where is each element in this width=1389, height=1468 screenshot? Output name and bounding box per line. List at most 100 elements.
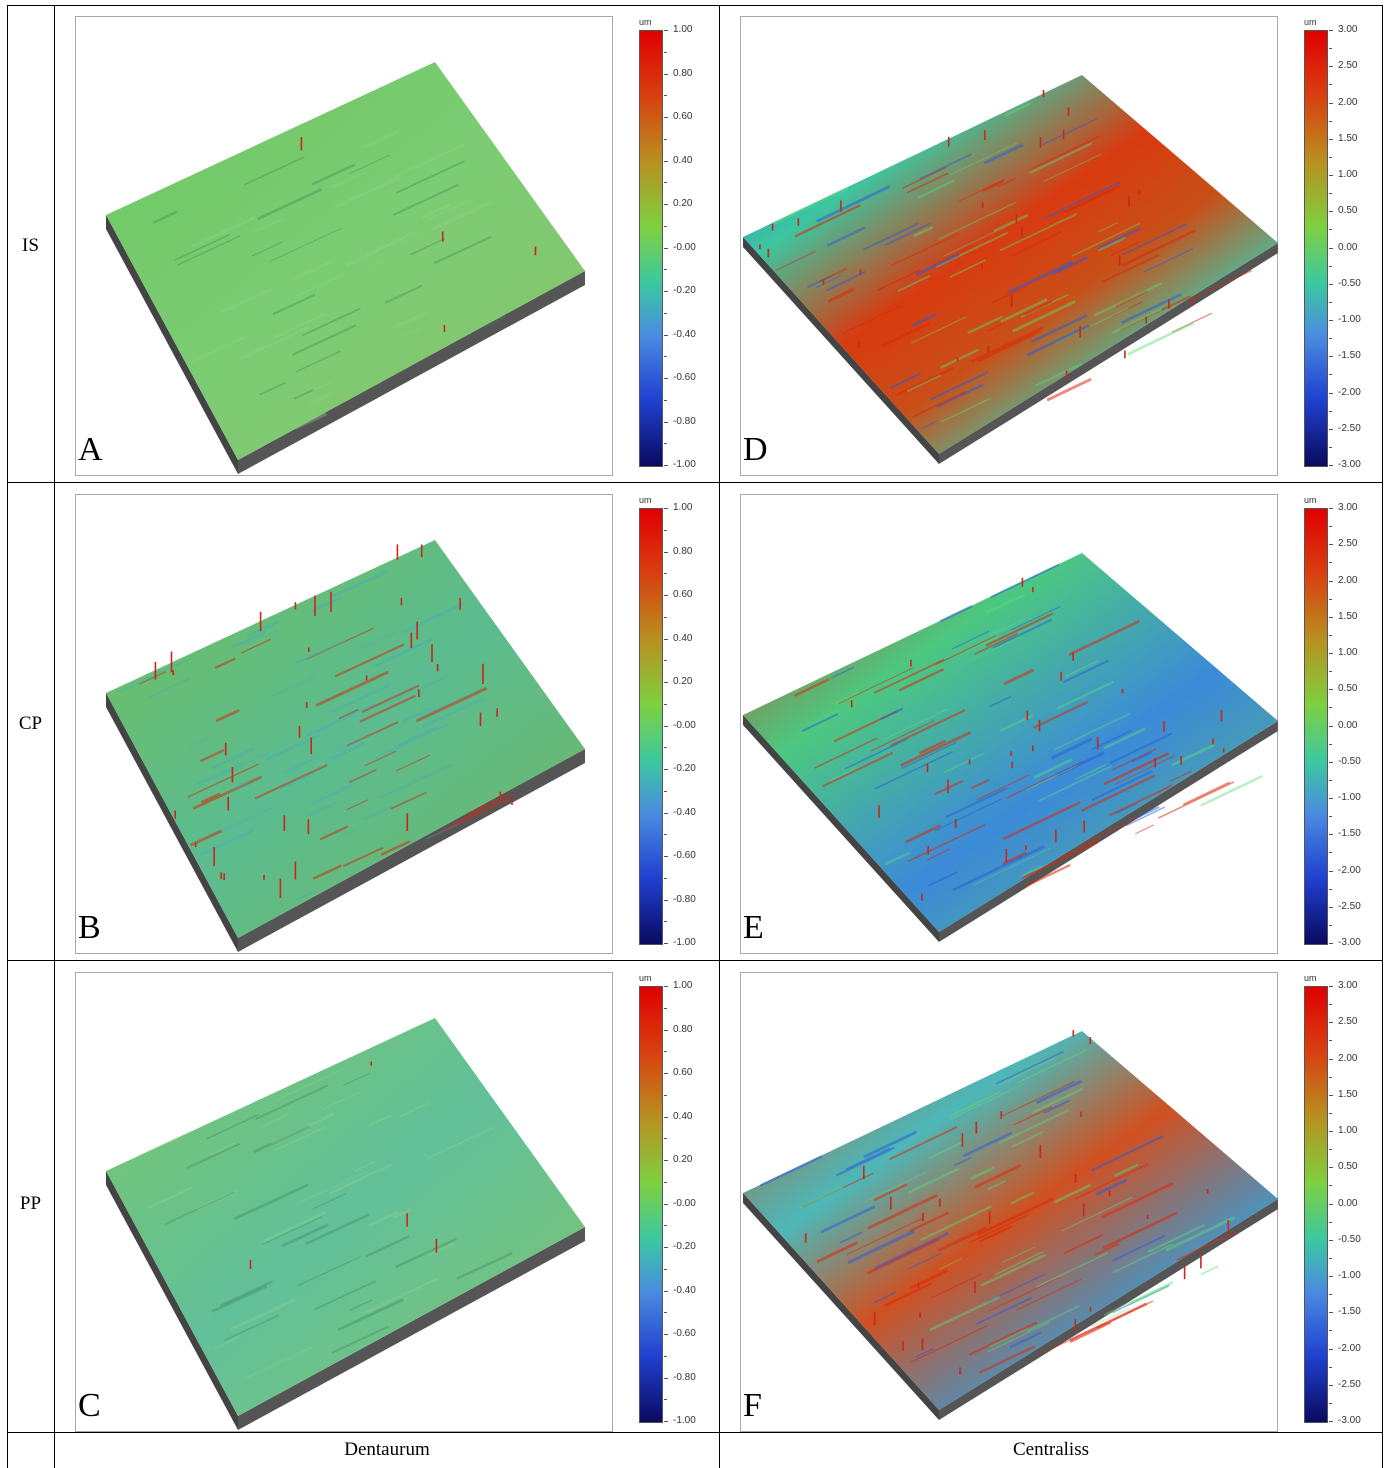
surface-texture-streak [292, 324, 357, 356]
surface-texture-streak [895, 367, 954, 397]
surface-render [106, 62, 585, 474]
surface-texture-streak [1007, 260, 1073, 295]
surface-texture-streak [801, 713, 839, 732]
surface-texture-streak [941, 397, 991, 423]
surface-texture-streak [1033, 135, 1100, 169]
scale-tick-mark [1329, 1421, 1333, 1422]
scale-tick-mark [1329, 1167, 1333, 1169]
surface-texture-streak [346, 721, 399, 747]
scale-tick-label: 0.80 [673, 545, 693, 557]
surface-texture-streak [400, 218, 454, 244]
surface-texture-streak [164, 1191, 235, 1226]
scale-tick-label: -1.00 [1338, 792, 1361, 803]
scale-tick-mark [1329, 616, 1333, 618]
surface-texture-streak [187, 763, 259, 798]
surface-texture-streak [1063, 1233, 1104, 1255]
scale-tick-label: -2.50 [1338, 1378, 1361, 1390]
scale-minor-tick [1329, 707, 1332, 709]
surface-texture-streak [331, 1325, 390, 1354]
surface-texture-streak [348, 769, 377, 784]
surface-texture-streak [1182, 781, 1231, 806]
surface-texture-streak [952, 855, 1023, 892]
surface-texture-streak [1169, 770, 1192, 783]
surface-texture-streak [1113, 1163, 1139, 1178]
panel-letter: F [743, 1387, 762, 1424]
surface-texture-streak [305, 702, 376, 737]
scale-minor-tick [1329, 634, 1332, 636]
scale-minor-tick [664, 312, 667, 314]
scale-minor-tick [1329, 743, 1332, 745]
surface-texture-streak [1143, 248, 1194, 273]
surface-texture-streak [1137, 806, 1160, 818]
surface-texture-streak [1125, 806, 1166, 827]
surface-texture-streak [311, 596, 342, 613]
scale-minor-tick [1329, 779, 1332, 781]
scale-tick-mark [664, 725, 668, 727]
scale-tick-mark [664, 899, 668, 901]
scale-minor-tick [664, 1312, 667, 1314]
scale-tick-mark [664, 508, 668, 509]
row-label-cp: CP [18, 713, 43, 734]
surface-texture-streak [965, 629, 1012, 653]
surface-texture-streak [1116, 802, 1138, 814]
surface-texture-streak [384, 284, 423, 304]
surface-texture-streak [239, 325, 310, 361]
scale-minor-tick [1329, 120, 1332, 122]
surface-texture-streak [906, 172, 949, 194]
scale-minor-tick [664, 834, 667, 836]
surface-texture-streak [1091, 1134, 1165, 1172]
scale-minor-tick [1329, 1112, 1332, 1114]
row-label-is: IS [22, 235, 39, 256]
surface-texture-streak [433, 235, 492, 265]
surface-texture-streak [970, 1166, 996, 1180]
surface-texture-streak [818, 267, 848, 283]
scale-tick-label: 2.00 [1338, 574, 1358, 586]
surface-texture-streak [240, 638, 271, 654]
surface-texture-streak [348, 154, 390, 175]
scale-minor-tick [1329, 1257, 1332, 1259]
surface-texture-streak [1043, 1099, 1070, 1114]
surface-texture-streak [962, 1131, 1013, 1158]
scale-tick-label: -1.00 [673, 937, 696, 948]
scale-minor-tick [664, 138, 667, 140]
surface-texture-streak [152, 210, 178, 224]
scale-minor-tick [1329, 1294, 1332, 1296]
surface-texture-streak [847, 1229, 915, 1265]
col-divider-1 [54, 5, 55, 1468]
surface-texture-streak [945, 786, 1008, 819]
surface-texture-streak [422, 697, 484, 728]
surface-texture-streak [928, 871, 958, 887]
scale-minor-tick [664, 399, 667, 401]
scale-tick-label: 1.00 [673, 24, 693, 35]
surface-texture-streak [230, 1298, 295, 1331]
scale-tick-mark [1329, 66, 1333, 68]
scale-tick-mark [664, 1203, 668, 1205]
surface-texture-streak [1187, 270, 1252, 302]
scale-tick-mark [1329, 1022, 1333, 1024]
surface-texture-streak [997, 177, 1017, 188]
surface-texture-streak [337, 828, 357, 839]
scale-minor-tick [664, 616, 667, 618]
scale-minor-tick [664, 1225, 667, 1227]
scale-tick-label: -0.60 [673, 372, 696, 383]
scale-tick-mark [664, 465, 668, 466]
scale-tick-mark [664, 160, 668, 162]
surface-texture-streak [939, 348, 979, 369]
surface-texture-streak [987, 1277, 1060, 1312]
scale-minor-tick [664, 1007, 667, 1009]
surface-texture-streak [432, 201, 492, 231]
surface-texture-streak [873, 658, 945, 694]
surface-texture-streak [293, 1169, 370, 1206]
scale-minor-tick [1329, 924, 1332, 926]
surface-texture-streak [331, 170, 368, 189]
surface-texture-streak [794, 678, 830, 697]
surface-texture-streak [215, 709, 240, 723]
surface-texture-streak [997, 605, 1061, 637]
surface-texture-streak [147, 1186, 193, 1209]
surface-texture-streak [1171, 743, 1216, 767]
surface-texture-streak [1111, 308, 1163, 334]
surface-texture-streak [977, 330, 1041, 363]
surface-texture-streak [312, 864, 343, 880]
surface-texture-streak [759, 1155, 823, 1187]
